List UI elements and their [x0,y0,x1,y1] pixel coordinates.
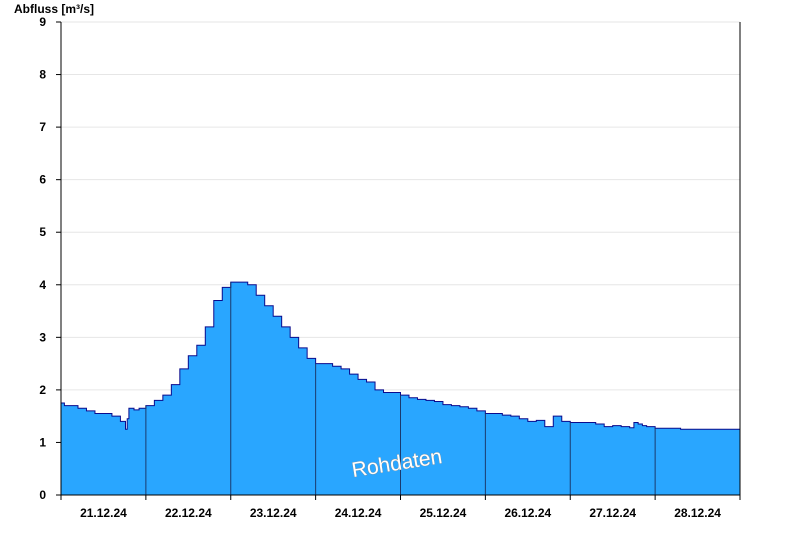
y-tick-label-7: 7 [39,120,46,134]
y-tick-label-2: 2 [39,383,46,397]
day-separator-lines [145,282,656,495]
x-tick-label-0: 21.12.24 [80,506,127,520]
x-tick-label-3: 24.12.24 [335,506,382,520]
x-tick-label-5: 26.12.24 [504,506,551,520]
x-tick-label-2: 23.12.24 [250,506,297,520]
x-ticks: 21.12.24 22.12.24 23.12.24 24.12.24 25.12.24… [60,495,741,520]
y-tick-label-0: 0 [39,488,46,502]
y-tick-label-9: 9 [39,15,46,29]
y-tick-label-6: 6 [39,173,46,187]
y-tick-label-3: 3 [39,330,46,344]
x-tick-label-4: 25.12.24 [420,506,467,520]
y-axis-label: Abfluss [m³/s] [14,2,94,16]
grid-lines [61,21,740,443]
x-tick-label-1: 22.12.24 [165,506,212,520]
y-ticks: 0 1 2 3 4 5 6 7 8 9 [39,15,61,502]
y-tick-label-5: 5 [39,225,46,239]
y-tick-label-4: 4 [39,278,46,292]
y-tick-label-1: 1 [39,435,46,449]
x-tick-label-6: 27.12.24 [589,506,636,520]
y-tick-label-8: 8 [39,68,46,82]
x-tick-label-7: 28.12.24 [674,506,721,520]
